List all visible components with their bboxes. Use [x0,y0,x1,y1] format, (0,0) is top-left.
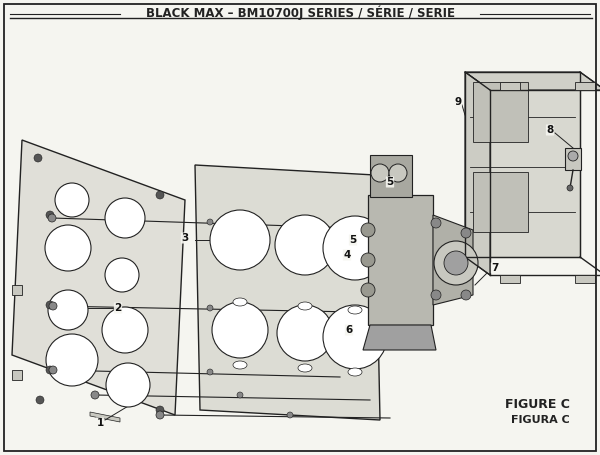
Text: 3: 3 [181,233,188,243]
Polygon shape [465,72,600,90]
Circle shape [389,164,407,182]
Ellipse shape [233,361,247,369]
Circle shape [45,225,91,271]
Circle shape [431,218,441,228]
Circle shape [102,307,148,353]
Polygon shape [12,370,22,380]
Circle shape [361,223,375,237]
Circle shape [461,290,471,300]
Text: 5: 5 [386,177,394,187]
Circle shape [567,185,573,191]
Circle shape [207,305,213,311]
Text: FIGURA C: FIGURA C [511,415,570,425]
Circle shape [210,210,270,270]
Circle shape [34,154,42,162]
Text: 8: 8 [547,125,554,135]
Ellipse shape [298,364,312,372]
Circle shape [277,305,333,361]
Circle shape [156,191,164,199]
Circle shape [91,391,99,399]
Circle shape [48,214,56,222]
Polygon shape [12,285,22,295]
Polygon shape [465,72,580,257]
Circle shape [361,253,375,267]
Circle shape [431,290,441,300]
Circle shape [444,251,468,275]
Text: 4: 4 [343,250,350,260]
Polygon shape [195,165,380,420]
Circle shape [106,363,150,407]
Circle shape [156,406,164,414]
Circle shape [46,301,54,309]
Circle shape [212,302,268,358]
Bar [473,172,528,232]
Circle shape [46,211,54,219]
Text: BLACK MAX – BM10700J SERIES / SÉRIE / SERIE: BLACK MAX – BM10700J SERIES / SÉRIE / SE… [146,6,455,20]
Circle shape [207,219,213,225]
Text: 9: 9 [454,97,461,107]
Circle shape [207,369,213,375]
Bar [500,82,520,90]
Circle shape [156,411,164,419]
Circle shape [323,216,387,280]
Circle shape [287,412,293,418]
Polygon shape [465,72,490,275]
Circle shape [361,283,375,297]
Polygon shape [363,325,436,350]
Ellipse shape [298,302,312,310]
Circle shape [49,302,57,310]
Text: 1: 1 [97,418,104,428]
Polygon shape [12,140,185,415]
Text: 7: 7 [491,263,499,273]
Ellipse shape [348,368,362,376]
Bar [368,195,433,325]
Circle shape [237,392,243,398]
Circle shape [434,241,478,285]
Circle shape [461,228,471,238]
Ellipse shape [348,306,362,314]
Bar [575,82,595,90]
Bar [565,148,581,170]
Text: 2: 2 [115,303,122,313]
Circle shape [49,366,57,374]
Circle shape [371,164,389,182]
Circle shape [48,290,88,330]
Circle shape [55,183,89,217]
Bar [575,275,595,283]
Polygon shape [433,215,473,305]
Polygon shape [90,412,120,422]
Text: FIGURE C: FIGURE C [505,399,570,411]
Text: 5: 5 [349,235,356,245]
Circle shape [105,258,139,292]
Circle shape [46,334,98,386]
Circle shape [568,151,578,161]
Ellipse shape [233,298,247,306]
Circle shape [46,366,54,374]
Circle shape [275,215,335,275]
Circle shape [105,198,145,238]
Bar [473,82,528,142]
Circle shape [36,396,44,404]
Bar [500,275,520,283]
Bar [370,155,412,197]
Text: 6: 6 [346,325,353,335]
Circle shape [323,305,387,369]
